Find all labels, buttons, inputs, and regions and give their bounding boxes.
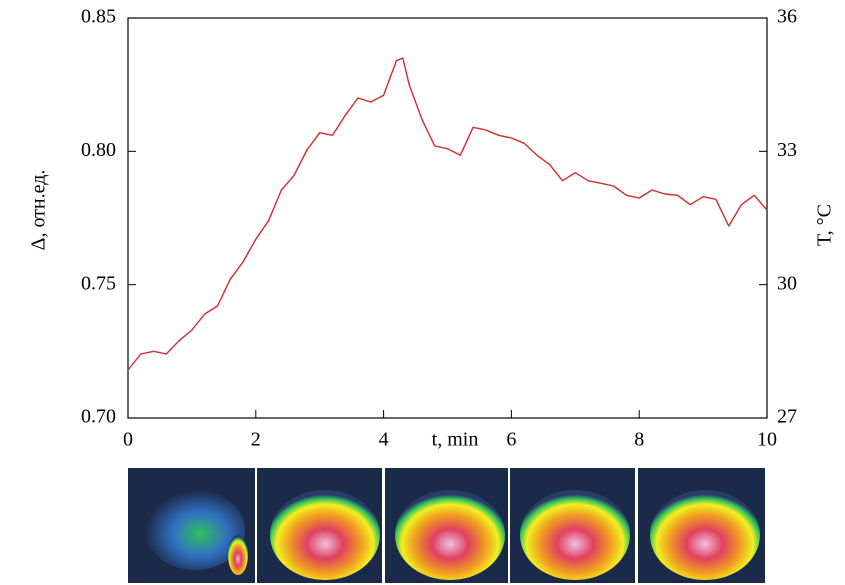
y2-tick-label: 36 <box>777 6 797 28</box>
y-axis-label: Δ, отн.ед. <box>28 170 50 251</box>
thermal-hand <box>395 490 505 580</box>
x-axis-label: t, min <box>432 429 479 451</box>
x-tick-label: 2 <box>251 429 261 451</box>
y2-axis-label: T, °C <box>814 204 836 246</box>
thermal-hand <box>650 490 760 580</box>
thermal-hand <box>228 535 248 575</box>
x-tick-label: 6 <box>506 429 516 451</box>
data-line <box>127 57 768 371</box>
thermal-images <box>128 468 765 583</box>
y-tick-label: 0.70 <box>81 406 116 428</box>
x-tick-label: 8 <box>634 429 644 451</box>
x-tick-label: 0 <box>123 429 133 451</box>
y2-tick-label: 33 <box>777 139 797 161</box>
y-tick-label: 0.75 <box>81 272 116 294</box>
y-tick-label: 0.85 <box>81 6 116 28</box>
x-tick-label: 4 <box>379 429 389 451</box>
y-tick-label: 0.80 <box>81 139 116 161</box>
plot-frame <box>127 17 768 419</box>
thermal-hand <box>520 490 630 580</box>
x-tick-label: 10 <box>757 429 777 451</box>
y2-tick-label: 30 <box>777 272 797 294</box>
y2-tick-label: 27 <box>777 406 797 428</box>
thermal-hand <box>145 490 245 570</box>
thermal-hand <box>270 490 380 580</box>
